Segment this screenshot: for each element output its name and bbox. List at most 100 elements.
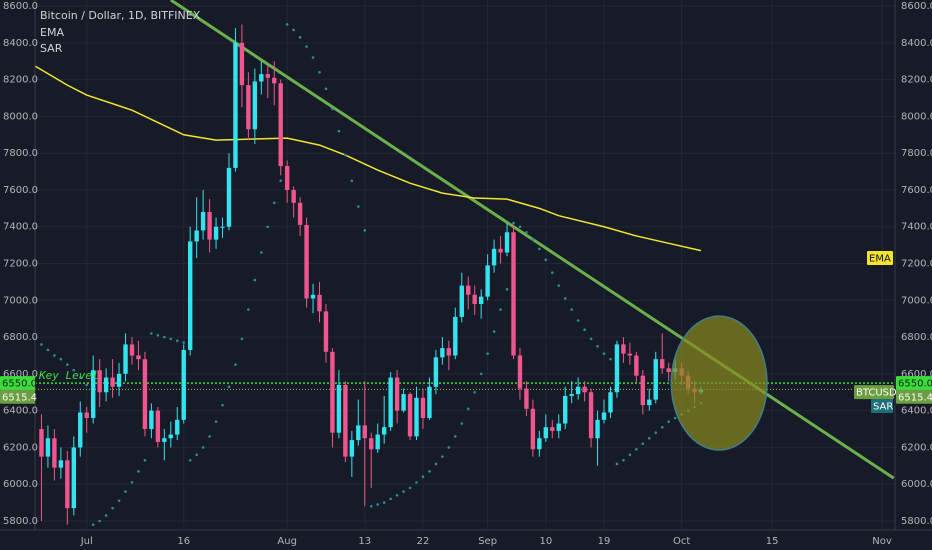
sar-dot bbox=[285, 23, 289, 26]
candle-body bbox=[478, 296, 484, 304]
y2-tick-label: 7800.0 bbox=[901, 148, 932, 159]
sar-dot bbox=[324, 87, 328, 91]
sar-dot bbox=[344, 153, 347, 157]
candle-body bbox=[647, 399, 652, 406]
sar-dot bbox=[247, 308, 250, 311]
candle-body bbox=[259, 74, 264, 82]
sar-dot bbox=[369, 504, 373, 508]
sar-dot bbox=[492, 330, 496, 333]
y-tick-label: 7200.0 bbox=[3, 259, 38, 270]
key-level-tag-bg bbox=[896, 376, 932, 391]
candle-body bbox=[440, 348, 445, 358]
sar-dot bbox=[253, 278, 257, 282]
sar-dot bbox=[143, 459, 147, 462]
candle-body bbox=[621, 344, 626, 354]
y2-tick-label: 6200.0 bbox=[901, 442, 932, 453]
sar-dot bbox=[272, 201, 276, 205]
x-tick-label: Sep bbox=[478, 536, 497, 547]
sar-dot bbox=[137, 470, 140, 473]
sar-dot bbox=[208, 435, 211, 438]
candle-body bbox=[575, 386, 581, 395]
sar-dot bbox=[654, 431, 658, 435]
last-price-tag: 6515.4 bbox=[898, 392, 932, 403]
legend-entry: SAR bbox=[40, 42, 63, 55]
sar-dot bbox=[428, 470, 431, 473]
candle-body bbox=[660, 359, 665, 369]
y2-tick-label: 6400.0 bbox=[901, 406, 932, 417]
sar-dot bbox=[376, 503, 380, 506]
sar-dot bbox=[596, 344, 599, 348]
symbol-tag: BTCUSD bbox=[856, 388, 897, 399]
sar-dot bbox=[615, 462, 619, 466]
sar-dot bbox=[557, 284, 561, 287]
sar-dot bbox=[311, 56, 315, 59]
sar-dot bbox=[550, 271, 554, 275]
sar-dot bbox=[72, 368, 76, 372]
candle-body bbox=[175, 419, 180, 435]
x-tick-label: Aug bbox=[277, 536, 297, 547]
candle-body bbox=[569, 394, 574, 396]
candle-body bbox=[233, 42, 238, 168]
sar-dot bbox=[660, 425, 664, 429]
candle-body bbox=[97, 370, 102, 393]
sar-dot bbox=[53, 354, 56, 357]
sar-dot bbox=[40, 343, 43, 346]
candle-body bbox=[524, 388, 529, 409]
candle-body bbox=[246, 85, 251, 130]
ema-line bbox=[35, 65, 702, 252]
sar-dot bbox=[182, 341, 186, 344]
sar-dot bbox=[479, 372, 483, 376]
x-tick-label: 10 bbox=[539, 536, 552, 547]
last-price-tag-bg bbox=[896, 389, 932, 404]
sar-dot bbox=[499, 308, 502, 311]
sar-dot bbox=[602, 352, 606, 355]
sar-dot bbox=[85, 383, 89, 387]
sar-dot bbox=[150, 332, 153, 335]
sar-dot bbox=[156, 333, 160, 337]
sar-dot bbox=[221, 403, 224, 407]
sar-dot bbox=[175, 339, 179, 343]
candle-body bbox=[433, 357, 439, 387]
candle-body bbox=[252, 81, 258, 130]
y-tick-label: 7800.0 bbox=[3, 148, 38, 159]
sar-dot bbox=[234, 363, 237, 366]
sar-dot bbox=[466, 407, 470, 411]
y2-tick-label: 7600.0 bbox=[901, 185, 932, 196]
sar-dot bbox=[117, 499, 121, 503]
sar-dot bbox=[363, 229, 367, 232]
candle-body bbox=[491, 248, 497, 266]
y2-tick-label: 8400.0 bbox=[901, 38, 932, 49]
sar-dot bbox=[124, 490, 127, 493]
y-tick-label: 6200.0 bbox=[3, 442, 38, 453]
y-tick-label: 6400.0 bbox=[3, 406, 38, 417]
candle-body bbox=[110, 377, 115, 387]
candle-body bbox=[601, 412, 607, 420]
x-tick-label: 13 bbox=[358, 536, 371, 547]
candle-body bbox=[588, 392, 594, 439]
candle-body bbox=[530, 408, 536, 450]
y-tick-label: 8000.0 bbox=[3, 111, 38, 122]
candle-body bbox=[129, 344, 135, 356]
sar-dot bbox=[305, 45, 308, 48]
candle-body bbox=[187, 241, 193, 350]
y-tick-label: 5800.0 bbox=[3, 516, 38, 527]
sar-dot bbox=[667, 420, 670, 423]
y-tick-label: 8400.0 bbox=[3, 38, 38, 49]
sar-dot bbox=[98, 519, 101, 523]
sar-dot bbox=[337, 129, 341, 133]
chart-title: Bitcoin / Dollar, 1D, BITFINEX bbox=[40, 9, 201, 22]
key-level-label: Key Level bbox=[38, 369, 99, 382]
candle-body bbox=[226, 167, 232, 227]
sar-dot bbox=[357, 205, 360, 208]
sar-dot bbox=[454, 435, 457, 438]
y2-tick-label: 7200.0 bbox=[901, 259, 932, 270]
candle-body bbox=[640, 375, 646, 406]
candle-body bbox=[142, 359, 148, 430]
sar-dot bbox=[382, 501, 386, 504]
candle-body bbox=[310, 294, 316, 299]
candle-body bbox=[304, 224, 309, 299]
sar-dot bbox=[544, 258, 548, 262]
x-tick-label: 22 bbox=[417, 536, 430, 547]
